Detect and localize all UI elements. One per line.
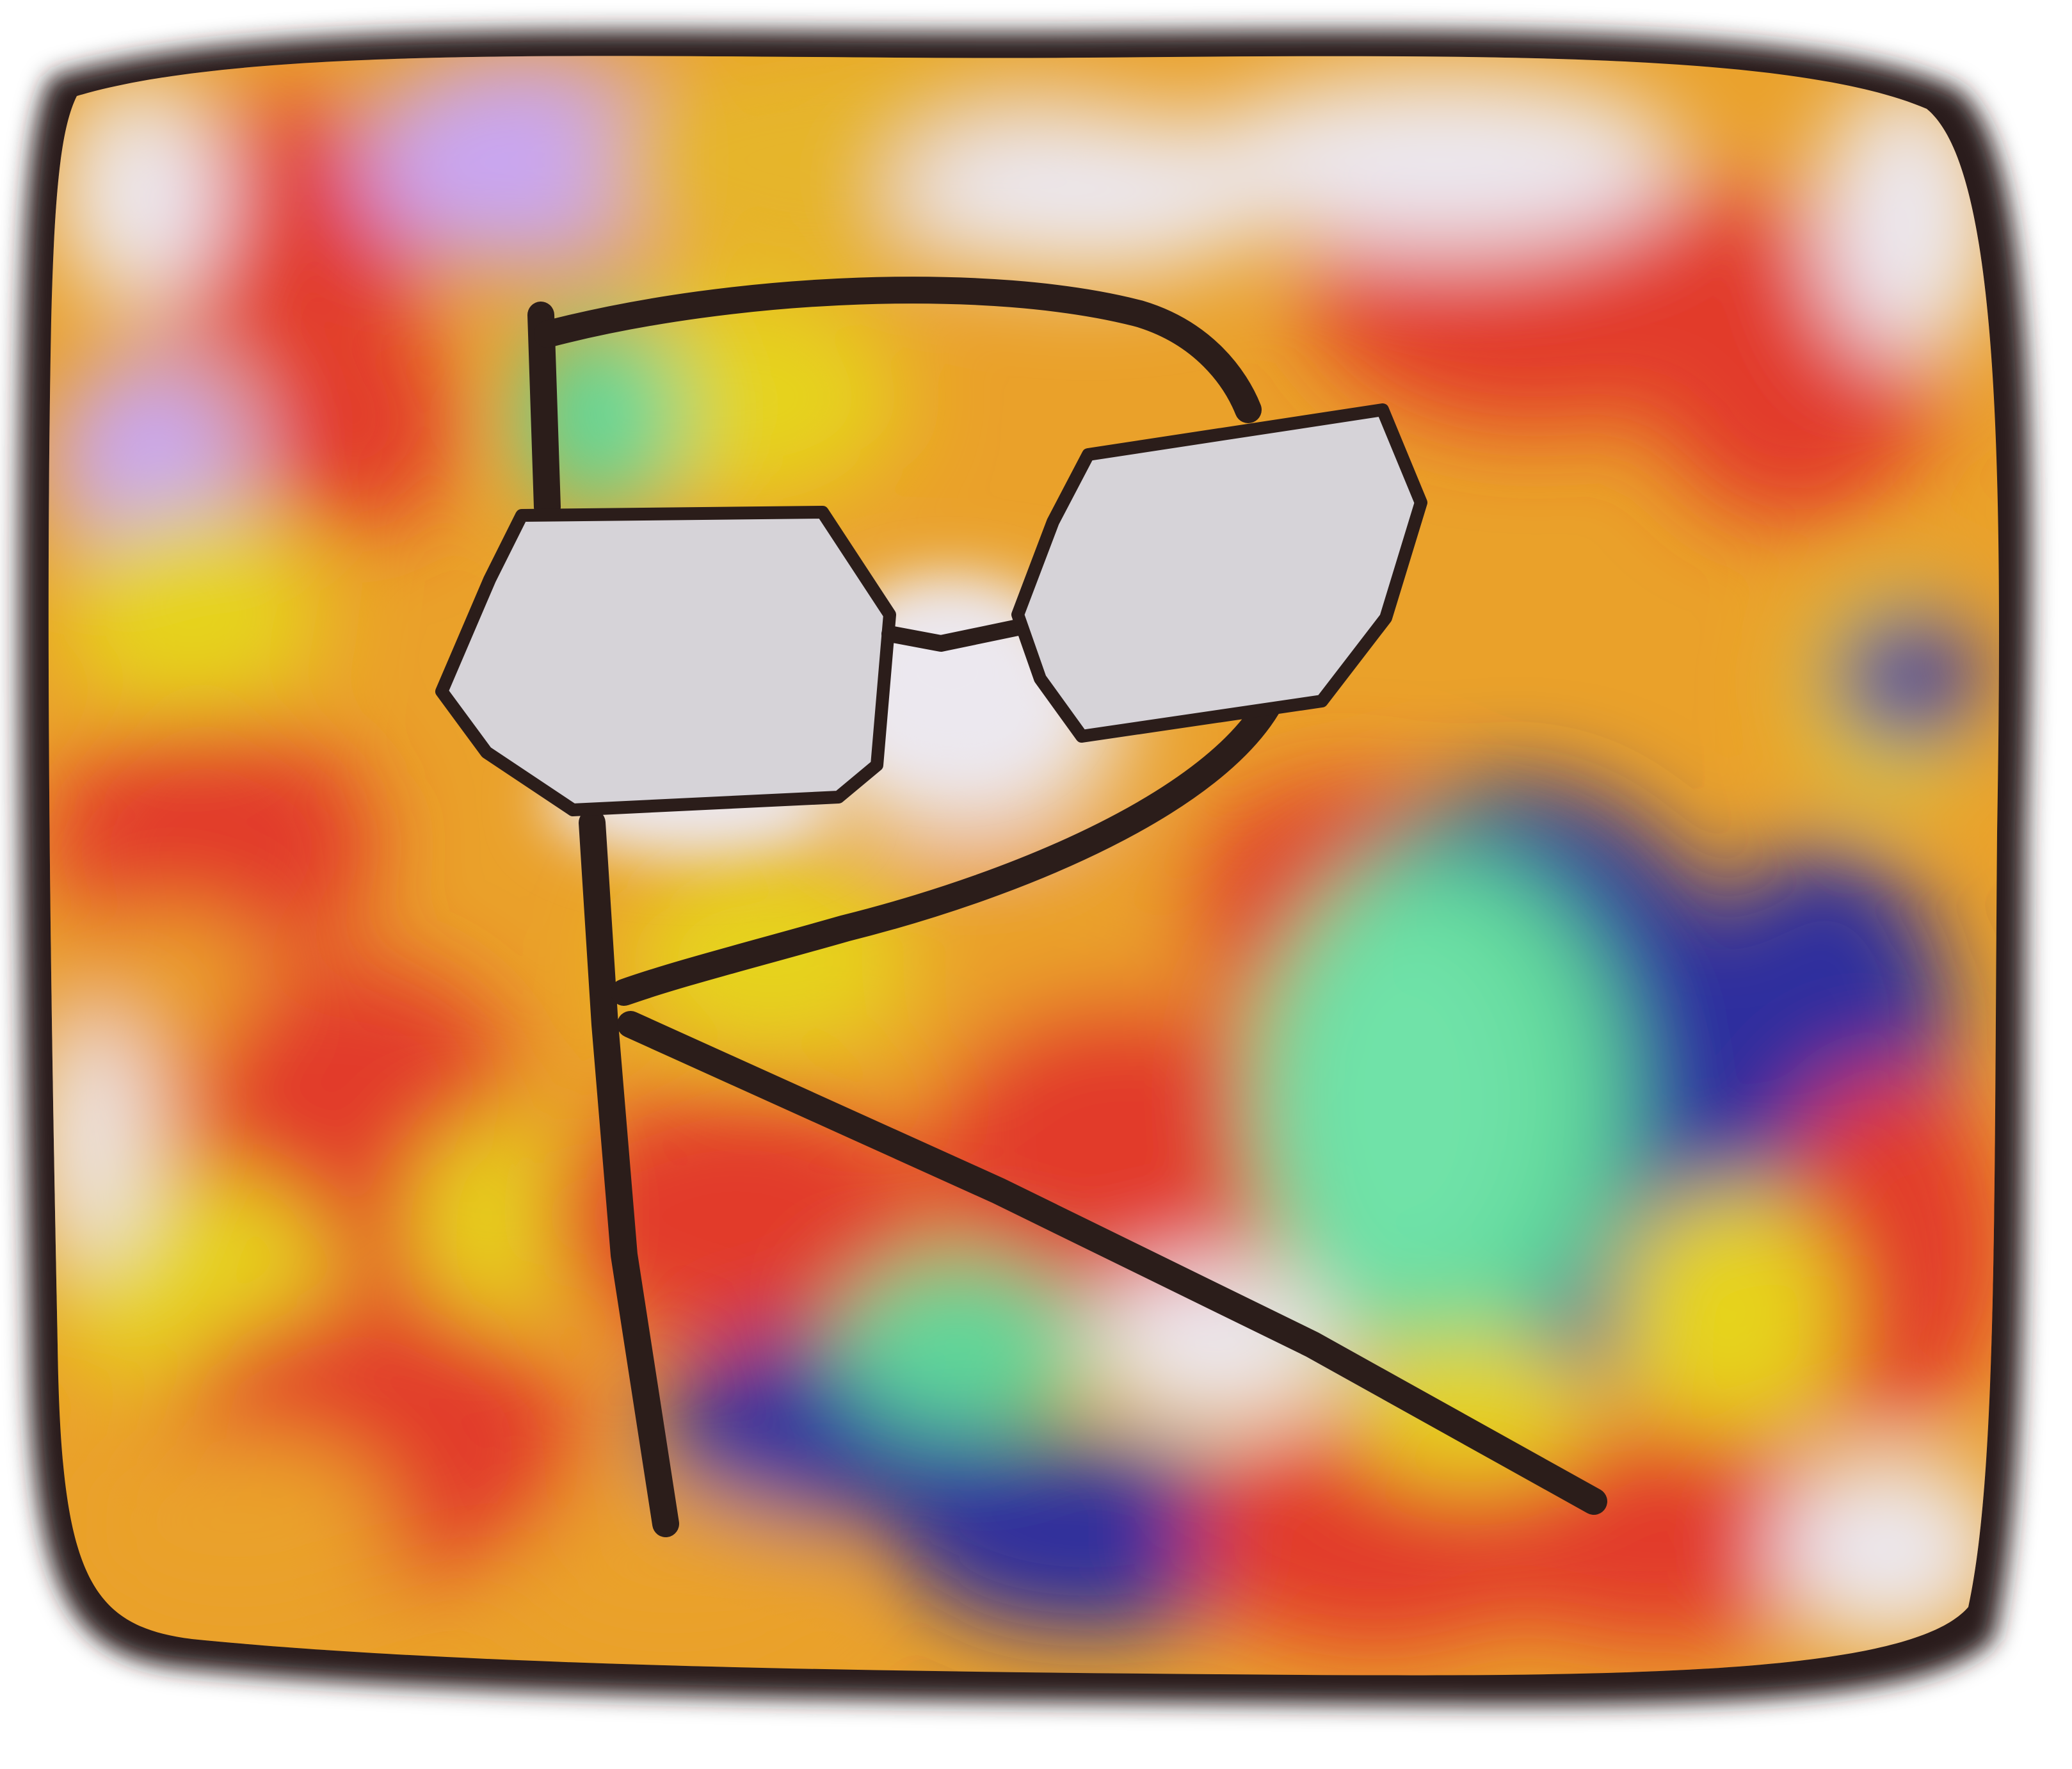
glasses-icon	[435, 403, 1427, 816]
letter-r-icon	[527, 277, 1607, 1537]
glasses-bridge	[881, 619, 1026, 652]
left-lens	[435, 506, 896, 816]
right-lens	[1011, 403, 1427, 743]
